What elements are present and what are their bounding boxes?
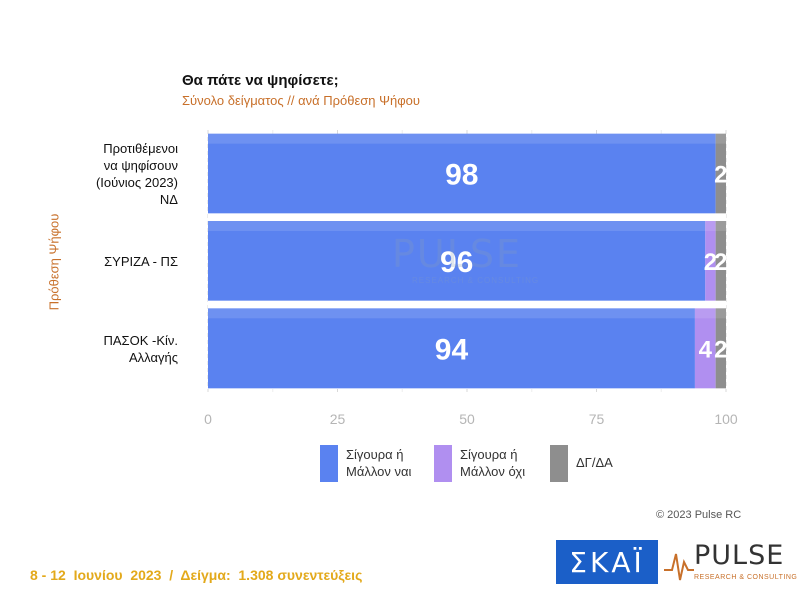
bar-highlight xyxy=(208,221,706,231)
bar-highlight xyxy=(705,221,716,231)
survey-date-sample: 8 - 12 Ιουνίου 2023 / Δείγμα: 1.308 συνε… xyxy=(30,567,363,583)
bar-segment xyxy=(705,221,716,301)
bar-highlight xyxy=(715,308,726,319)
legend-label-yes: Σίγουρα ή Μάλλον ναι xyxy=(346,446,412,479)
x-tick-label: 0 xyxy=(204,411,212,427)
pulse-logo-tagline: RESEARCH & CONSULTING xyxy=(694,574,798,581)
data-label: 96 xyxy=(440,246,473,279)
bar-segment xyxy=(208,221,706,301)
bar-segment xyxy=(715,308,726,389)
bar-highlight xyxy=(694,308,716,319)
data-label: 94 xyxy=(435,333,469,366)
category-label: ΣΥΡΙΖΑ - ΠΣ xyxy=(104,254,178,269)
legend-swatch-dk xyxy=(550,445,568,482)
copyright-text: © 2023 Pulse RC xyxy=(656,509,742,521)
x-tick-label: 25 xyxy=(330,411,346,427)
stacked-bar-chart: 0 25 50 75 100 Προτιθέμενοι να ψηφίσουν (Ιούνιο… xyxy=(96,130,738,427)
legend-item-no: Σίγουρα ή Μάλλον όχι xyxy=(434,445,525,482)
category-label: Προτιθέμενοι να ψηφίσουν (Ιούνιος 2023) ΝΔ xyxy=(96,141,178,207)
bar-segment xyxy=(208,133,716,214)
data-label: 2 xyxy=(714,162,727,189)
bar-segment xyxy=(694,308,716,389)
bar-highlight xyxy=(208,133,716,144)
category-label: ΠΑΣΟΚ -Κίν. Αλλαγής xyxy=(104,333,179,365)
pulse-wave-icon xyxy=(664,553,694,581)
x-tick-label: 50 xyxy=(459,411,475,427)
legend-swatch-yes xyxy=(320,445,338,482)
pulse-logo: PULSE RESEARCH & CONSULTING xyxy=(664,540,797,586)
bar-separator xyxy=(208,213,726,222)
bar-segment xyxy=(208,308,695,389)
skai-logo: ΣΚΑΪ xyxy=(556,540,658,584)
pulse-logo-name: PULSE xyxy=(694,540,785,571)
data-label: 2 xyxy=(704,249,717,276)
legend-label-no: Σίγουρα ή Μάλλον όχι xyxy=(460,446,526,479)
chart-subtitle: Σύνολο δείγματος // ανά Πρόθεση Ψήφου xyxy=(182,93,420,108)
bar-highlight xyxy=(208,308,695,319)
bar-segment xyxy=(715,133,726,214)
chart-title: Θα πάτε να ψηφίσετε; xyxy=(182,72,339,89)
x-tick-label: 100 xyxy=(714,411,738,427)
data-label: 2 xyxy=(714,336,727,363)
data-label: 98 xyxy=(445,159,478,192)
legend-item-dk: ΔΓ/ΔΑ xyxy=(550,445,613,482)
bar-separator xyxy=(208,300,726,309)
data-label: 4 xyxy=(699,336,713,363)
data-label: 2 xyxy=(714,249,727,276)
bar-segment xyxy=(715,221,726,301)
legend-swatch-no xyxy=(434,445,452,482)
bar-highlight xyxy=(715,221,726,231)
legend-label-dk: ΔΓ/ΔΑ xyxy=(576,455,613,471)
legend-item-yes: Σίγουρα ή Μάλλον ναι xyxy=(320,445,411,482)
x-tick-label: 75 xyxy=(589,411,605,427)
bar-highlight xyxy=(715,133,726,144)
